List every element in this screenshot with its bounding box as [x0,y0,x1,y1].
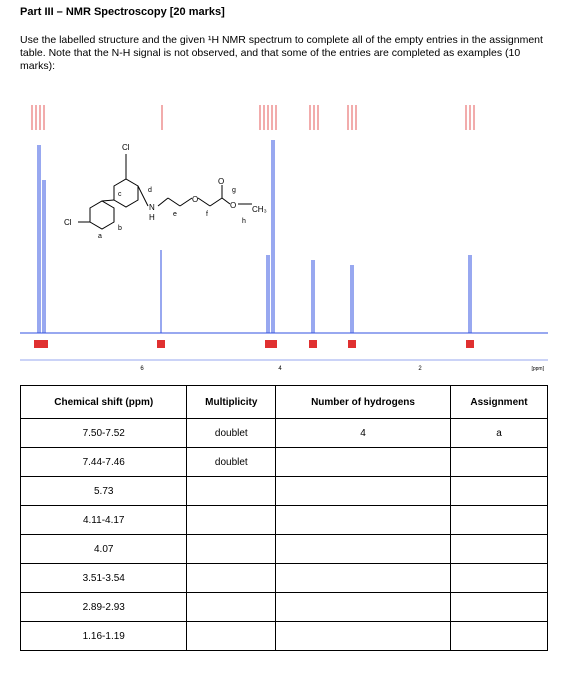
table-cell [275,447,451,477]
table-row: 3.51-3.54 [19,563,549,593]
table-cell [449,621,549,651]
table-cell [275,476,451,506]
table-cell [275,505,451,535]
table-row: 1.16-1.19 [19,621,549,651]
table-cell [186,592,277,622]
label: e [173,211,177,218]
table-cell [449,592,549,622]
table-cell: 4.11-4.17 [19,505,188,535]
table-cell [449,505,549,535]
instructions: Use the labelled structure and the given… [20,34,543,72]
table-cell [275,534,451,564]
table-cell [186,505,277,535]
table-cell: doublet [186,447,277,477]
table-cell [275,563,451,593]
label: g [232,187,236,194]
table-cell [275,592,451,622]
axis-label: 6 [140,366,144,372]
label: c [118,191,122,198]
atom: O [218,177,224,186]
table-row: 4.11-4.17 [19,505,549,535]
table-row: 7.44-7.46 doublet [19,447,549,477]
label: h [242,218,246,225]
table-cell: 4 [275,418,451,448]
integrals [34,340,474,348]
atom: H [149,213,155,222]
peak-labels [31,105,475,130]
table-cell: 4.07 [19,534,188,564]
label: b [118,225,122,232]
axis-label: 4 [278,366,282,372]
axis-unit: [ppm] [531,366,544,372]
label: d [148,187,152,194]
header-cell: Multiplicity [186,385,277,419]
table-cell: 1.16-1.19 [19,621,188,651]
atom: O [230,201,236,210]
header-cell: Chemical shift (ppm) [19,385,188,419]
atom: O [192,195,198,204]
atom: N [149,203,155,212]
table-cell: 7.44-7.46 [19,447,188,477]
structure-labels: Cl Cl a b c d e f g h N H O O O CH₃ [64,143,267,240]
table-cell: doublet [186,418,277,448]
title: Part III – NMR Spectroscopy [20 marks] [20,6,225,18]
table-cell: 5.73 [19,476,188,506]
table-cell [275,621,451,651]
structure [78,154,252,230]
table-cell: a [449,418,549,448]
atom: Cl [64,218,72,227]
atom: CH₃ [252,205,267,214]
label: a [98,233,102,240]
table-cell [186,534,277,564]
header-cell: Assignment [449,385,549,419]
peaks [20,140,548,334]
table-cell: 7.50-7.52 [19,418,188,448]
table-row: 7.50-7.52 doublet 4 a [19,418,549,448]
table-row: 2.89-2.93 [19,592,549,622]
assignment-table: Chemical shift (ppm) Multiplicity Number o… [19,385,549,651]
atom: Cl [122,143,130,152]
table-row: 4.07 [19,534,549,564]
axis-label: 2 [418,366,422,372]
table-cell [449,476,549,506]
table-cell [186,563,277,593]
table-row: 5.73 [19,476,549,506]
table-cell [449,534,549,564]
label: f [206,211,208,218]
table-cell [449,563,549,593]
header-cell: Number of hydrogens [275,385,451,419]
table-cell [186,476,277,506]
table-cell: 3.51-3.54 [19,563,188,593]
table-cell: 2.89-2.93 [19,592,188,622]
spectrum: 6 4 2 [ppm] Cl Cl a b c d e f g h N H O … [20,105,548,372]
table-cell [449,447,549,477]
table-cell [186,621,277,651]
